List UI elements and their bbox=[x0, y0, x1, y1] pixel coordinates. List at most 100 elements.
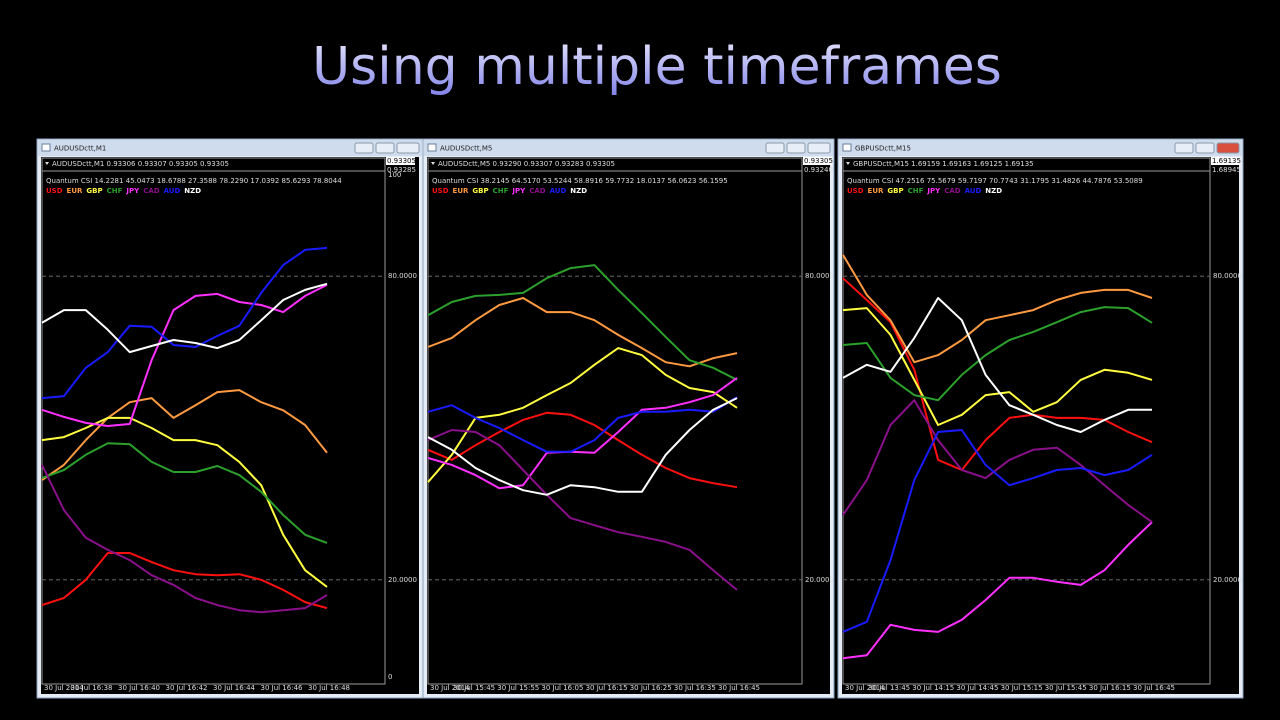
x-tick-label: 30 Jul 13:45 bbox=[868, 684, 910, 692]
legend-entry: CAD bbox=[944, 187, 961, 195]
legend-entry: JPY bbox=[926, 187, 941, 195]
currency-line bbox=[842, 297, 1152, 433]
legend-entry: NZD bbox=[184, 187, 201, 195]
plot-frame bbox=[41, 157, 386, 685]
x-tick-label: 30 Jul 15:45 bbox=[1045, 684, 1087, 692]
x-tick-label: 30 Jul 16:42 bbox=[166, 684, 208, 692]
x-tick-label: 30 Jul 16:38 bbox=[71, 684, 113, 692]
plot-frame bbox=[427, 157, 803, 685]
price-label: 1.69135 bbox=[1212, 157, 1241, 165]
currency-line bbox=[842, 521, 1153, 660]
legend-entry: EUR bbox=[868, 187, 884, 195]
chart-area bbox=[842, 157, 1239, 694]
currency-line bbox=[41, 442, 328, 544]
x-tick-label: 30 Jul 15:45 bbox=[453, 684, 495, 692]
x-tick-label: 30 Jul 2014 bbox=[430, 684, 470, 692]
currency-line bbox=[842, 307, 1153, 426]
legend-entry: CHF bbox=[908, 187, 924, 195]
currency-line bbox=[41, 464, 328, 614]
legend-entry: CHF bbox=[107, 187, 123, 195]
currency-line bbox=[41, 389, 328, 481]
header-arrow bbox=[846, 162, 850, 165]
x-tick-label: 30 Jul 14:15 bbox=[912, 684, 954, 692]
currency-line bbox=[427, 347, 738, 483]
currency-line bbox=[842, 277, 1153, 471]
price-label: 0.93305 bbox=[387, 157, 416, 165]
close-button[interactable] bbox=[807, 142, 831, 154]
legend-entry: CAD bbox=[143, 187, 160, 195]
price-label: 0.93305 bbox=[804, 157, 833, 165]
legend-entry: CHF bbox=[493, 187, 509, 195]
x-tick-label: 30 Jul 16:05 bbox=[541, 684, 583, 692]
maximize-button[interactable] bbox=[1195, 142, 1215, 154]
x-tick-label: 30 Jul 16:40 bbox=[118, 684, 160, 692]
chart-area bbox=[427, 157, 830, 694]
indicator-values: Quantum CSI 14.2281 45.0473 18.6788 27.3… bbox=[46, 177, 342, 185]
legend-entry: AUD bbox=[965, 187, 982, 195]
currency-line bbox=[41, 282, 328, 354]
x-tick-label: 30 Jul 2014 bbox=[44, 684, 84, 692]
legend-entry: USD bbox=[432, 187, 449, 195]
currency-line bbox=[842, 306, 1153, 402]
minimize-button[interactable] bbox=[765, 142, 785, 154]
y-tick-label: 100 bbox=[388, 171, 401, 179]
close-button[interactable] bbox=[1216, 142, 1240, 154]
x-tick-label: 30 Jul 16:25 bbox=[630, 684, 672, 692]
legend-entry: JPY bbox=[125, 187, 140, 195]
currency-line bbox=[842, 399, 1153, 523]
legend-entry: EUR bbox=[67, 187, 83, 195]
y-tick-label: 80.0000 bbox=[805, 272, 834, 280]
x-tick-label: 30 Jul 15:15 bbox=[1001, 684, 1043, 692]
close-button[interactable] bbox=[396, 142, 420, 154]
title-bar bbox=[839, 140, 1242, 156]
x-tick-label: 30 Jul 16:45 bbox=[718, 684, 760, 692]
currency-line bbox=[41, 283, 328, 427]
window-icon bbox=[41, 143, 51, 152]
title-bar bbox=[38, 140, 422, 156]
y-tick-label: 80.0000 bbox=[388, 272, 417, 280]
currency-line bbox=[842, 429, 1153, 633]
legend-entry: AUD bbox=[164, 187, 181, 195]
x-tick-label: 30 Jul 16:45 bbox=[1133, 684, 1175, 692]
window-title: GBPUSDctt,M15 bbox=[855, 145, 911, 153]
x-tick-label: 30 Jul 16:15 bbox=[1089, 684, 1131, 692]
currency-line bbox=[842, 254, 1153, 364]
currency-line bbox=[427, 264, 738, 381]
x-tick-label: 30 Jul 2014 bbox=[845, 684, 885, 692]
window-title: AUDUSDctt,M1 bbox=[54, 145, 106, 153]
currency-line bbox=[427, 429, 738, 591]
legend-entry: GBP bbox=[472, 187, 488, 195]
x-tick-label: 30 Jul 16:46 bbox=[261, 684, 304, 692]
y-tick-label: 20.0000 bbox=[805, 576, 834, 584]
minimize-button[interactable] bbox=[1174, 142, 1194, 154]
plot-frame bbox=[842, 157, 1211, 685]
header-arrow bbox=[431, 162, 435, 165]
legend-entry: GBP bbox=[86, 187, 102, 195]
minimize-button[interactable] bbox=[354, 142, 374, 154]
price-label: 0.93240 bbox=[804, 166, 833, 174]
y-tick-label: 20.0000 bbox=[1213, 576, 1242, 584]
window-icon bbox=[427, 143, 437, 152]
x-tick-label: 30 Jul 14:45 bbox=[956, 684, 998, 692]
maximize-button[interactable] bbox=[786, 142, 806, 154]
legend-entry: JPY bbox=[511, 187, 526, 195]
legend-entry: USD bbox=[847, 187, 864, 195]
price-box bbox=[1211, 157, 1240, 165]
maximize-button[interactable] bbox=[375, 142, 395, 154]
price-box bbox=[386, 157, 415, 165]
indicator-values: Quantum CSI 47.2516 75.5679 59.7197 70.7… bbox=[847, 177, 1143, 185]
legend-entry: CAD bbox=[529, 187, 546, 195]
slide-title: Using multiple timeframes bbox=[312, 37, 1002, 97]
currency-line bbox=[41, 552, 328, 610]
x-tick-label: 30 Jul 15:55 bbox=[497, 684, 539, 692]
y-tick-label: 20.0000 bbox=[388, 576, 417, 584]
currency-line bbox=[427, 411, 738, 489]
currency-line bbox=[427, 396, 738, 453]
price-label: 1.68945 bbox=[1212, 166, 1241, 174]
currency-line bbox=[41, 416, 328, 588]
price-box bbox=[803, 157, 832, 165]
currency-line bbox=[41, 246, 328, 400]
legend-entry: AUD bbox=[550, 187, 567, 195]
chart-header: GBPUSDctt,M15 1.69159 1.69163 1.69125 1.… bbox=[853, 160, 1034, 168]
